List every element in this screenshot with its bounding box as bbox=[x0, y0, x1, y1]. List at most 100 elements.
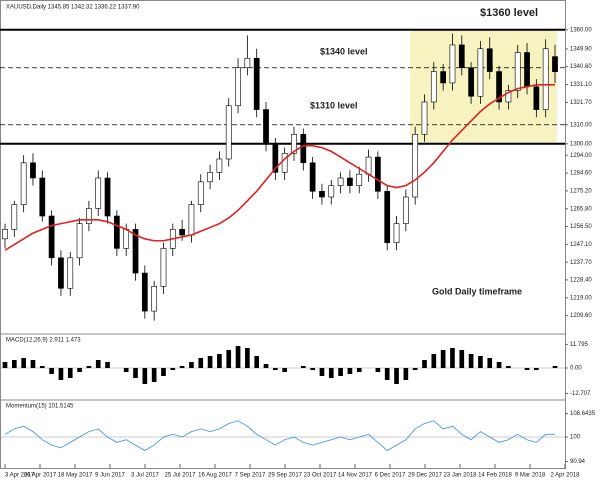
candle-body bbox=[188, 204, 195, 236]
annotation: $1310 level bbox=[310, 100, 358, 110]
histogram-bar bbox=[319, 368, 325, 376]
candle-body bbox=[132, 229, 139, 274]
candle-body bbox=[552, 56, 558, 73]
candle-body bbox=[365, 156, 372, 175]
histogram-bar bbox=[310, 368, 315, 370]
x-tick-label: 14 Nov 2017 bbox=[338, 473, 373, 479]
candle-body bbox=[104, 177, 111, 217]
candle-body bbox=[11, 204, 18, 230]
y-tick-label: 1340.60 bbox=[570, 64, 592, 70]
annotation: $1340 level bbox=[320, 46, 368, 56]
candle-body bbox=[430, 71, 437, 103]
histogram-bar bbox=[394, 368, 399, 384]
candle-body bbox=[477, 48, 484, 97]
y-tick-label: 90.94 bbox=[570, 459, 586, 465]
histogram-bar bbox=[356, 368, 362, 372]
frame bbox=[0, 0, 566, 469]
candle-body bbox=[524, 52, 530, 88]
candle-body bbox=[347, 177, 353, 186]
candle-body bbox=[421, 101, 428, 135]
histogram-bar bbox=[478, 356, 483, 368]
candle-body bbox=[496, 71, 502, 103]
candle-body bbox=[86, 208, 92, 224]
histogram-bar bbox=[431, 354, 437, 368]
x-tick-label: 26 Apr 2017 bbox=[24, 473, 57, 479]
histogram-bar bbox=[39, 366, 45, 368]
histogram-bar bbox=[86, 366, 92, 368]
histogram-bar bbox=[552, 366, 558, 368]
x-tick-label: 16 Aug 2017 bbox=[198, 473, 232, 479]
histogram-bar bbox=[133, 368, 138, 378]
header: XAUUSD,Daily 1345.85 1342.32 1336.22 133… bbox=[6, 5, 140, 11]
candle-body bbox=[235, 67, 241, 107]
histogram-bar bbox=[496, 362, 502, 368]
y-tick-label: 1237.70 bbox=[570, 260, 592, 266]
candle-body bbox=[207, 172, 213, 183]
x-tick-label: 3 Apr 2017 bbox=[5, 473, 35, 479]
histogram-bar bbox=[468, 354, 474, 368]
candle-body bbox=[123, 229, 130, 249]
histogram-bar bbox=[506, 366, 511, 368]
candle-body bbox=[216, 158, 223, 173]
histogram-bar bbox=[21, 358, 26, 368]
candle-body bbox=[468, 67, 474, 97]
histogram-bar bbox=[67, 368, 73, 378]
x-tick-label: 9 Mar 2018 bbox=[515, 473, 546, 479]
candle-body bbox=[253, 57, 260, 110]
y-tick-label: 108.6435 bbox=[570, 411, 596, 417]
candle-body bbox=[412, 133, 419, 198]
x-tick-label: 23 Jan 2018 bbox=[443, 473, 477, 479]
candle-body bbox=[160, 248, 167, 287]
annotation: Gold Daily timeframe bbox=[432, 286, 522, 296]
histogram-bar bbox=[189, 362, 194, 368]
y-tick-label: 1209.60 bbox=[570, 313, 592, 319]
candle-body bbox=[263, 109, 269, 145]
x-tick-label: 6 Dec 2017 bbox=[375, 473, 406, 479]
candle-body bbox=[440, 71, 446, 84]
y-tick-label: 1349.90 bbox=[570, 46, 592, 52]
y-tick-label: 0.00 bbox=[570, 366, 582, 372]
candle-body bbox=[58, 257, 64, 289]
histogram-bar bbox=[207, 356, 213, 368]
histogram-bar bbox=[524, 368, 530, 370]
candle-body bbox=[48, 215, 55, 259]
histogram-bar bbox=[338, 368, 343, 376]
candle-body bbox=[300, 133, 307, 164]
macd-title: MACD(12,26,9) 2.911 1.473 bbox=[6, 338, 81, 344]
histogram-bar bbox=[459, 350, 465, 368]
candle-body bbox=[2, 229, 8, 240]
candle-body bbox=[458, 44, 465, 69]
histogram-bar bbox=[123, 368, 129, 372]
candle-body bbox=[328, 185, 335, 198]
histogram-bar bbox=[273, 368, 278, 370]
candle-body bbox=[179, 229, 185, 236]
candle-body bbox=[67, 257, 74, 289]
histogram-bar bbox=[450, 348, 455, 368]
histogram-bar bbox=[328, 368, 334, 378]
y-tick-label: 1300.00 bbox=[570, 141, 592, 147]
candle-body bbox=[291, 133, 297, 154]
histogram-bar bbox=[235, 346, 241, 368]
candle-body bbox=[514, 52, 521, 91]
candle-body bbox=[505, 90, 512, 103]
candle-body bbox=[533, 86, 540, 110]
histogram-bar bbox=[440, 350, 446, 368]
y-tick-label: 1360.00 bbox=[570, 27, 592, 33]
x-tick-label: 18 May 2017 bbox=[58, 473, 93, 479]
histogram-bar bbox=[245, 348, 250, 368]
candle-body bbox=[486, 48, 493, 72]
candle-body bbox=[272, 143, 279, 173]
candle-body bbox=[95, 177, 102, 209]
momentum-line bbox=[4, 420, 555, 451]
candle-body bbox=[309, 162, 316, 192]
histogram-bar bbox=[375, 368, 381, 372]
y-tick-label: 1284.60 bbox=[570, 171, 592, 177]
histogram-bar bbox=[95, 360, 101, 368]
y-tick-label: -12.707 bbox=[570, 391, 591, 397]
annotation: $1360 level bbox=[480, 7, 538, 19]
histogram-bar bbox=[217, 354, 222, 368]
x-tick-label: 7 Sep 2017 bbox=[235, 473, 266, 479]
y-tick-label: 1294.00 bbox=[570, 153, 592, 159]
candle-body bbox=[375, 156, 381, 192]
